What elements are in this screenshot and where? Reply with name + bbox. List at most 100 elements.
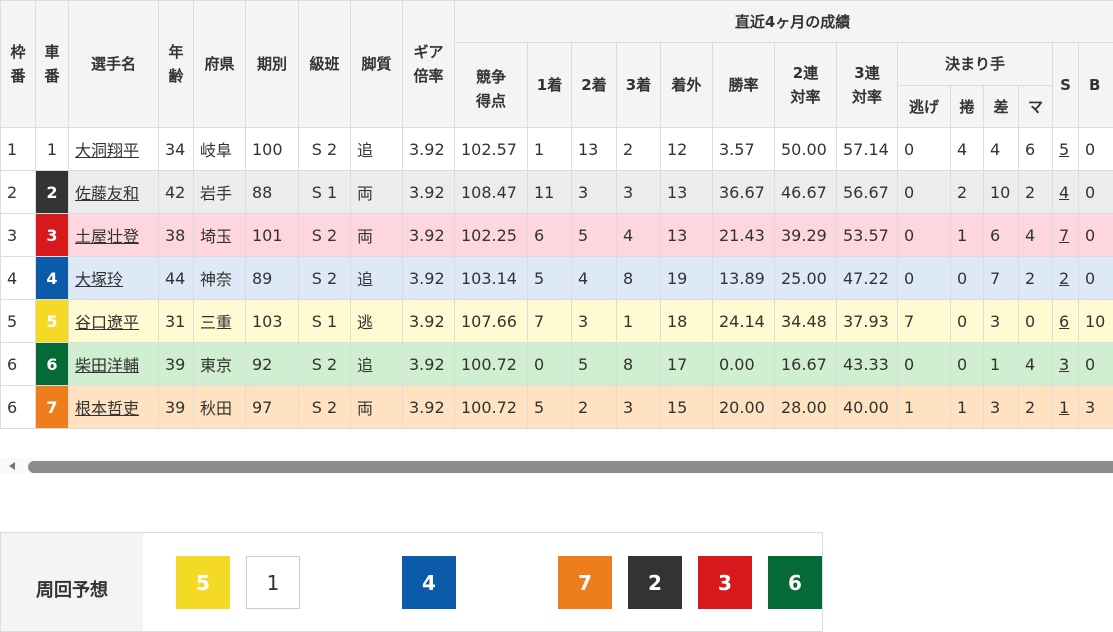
second-cell: 13 xyxy=(572,128,617,171)
class-cell: S 2 xyxy=(299,386,351,429)
s-count-cell: 7 xyxy=(1053,214,1079,257)
trio-cell: 53.57 xyxy=(837,214,898,257)
out-cell: 18 xyxy=(661,300,713,343)
makuri-cell: 4 xyxy=(951,128,984,171)
term-cell: 101 xyxy=(246,214,299,257)
s-count-link[interactable]: 5 xyxy=(1059,140,1069,159)
s-count-link[interactable]: 7 xyxy=(1059,226,1069,245)
rider-name-link[interactable]: 大塚玲 xyxy=(75,270,123,289)
third-cell: 2 xyxy=(617,128,661,171)
prediction-car-5: 5 xyxy=(176,556,230,609)
header-pref: 府県 xyxy=(194,1,246,128)
frame-number: 6 xyxy=(1,386,36,429)
rider-name-link[interactable]: 土屋壮登 xyxy=(75,227,139,246)
mark-cell: 6 xyxy=(1019,128,1053,171)
style-cell: 追 xyxy=(351,128,403,171)
s-count-link[interactable]: 6 xyxy=(1059,312,1069,331)
second-cell: 3 xyxy=(572,171,617,214)
age-cell: 38 xyxy=(159,214,194,257)
header-out: 着外 xyxy=(661,43,713,128)
header-makuri: 捲 xyxy=(951,86,984,128)
class-cell: S 2 xyxy=(299,128,351,171)
s-count-cell: 3 xyxy=(1053,343,1079,386)
first-cell: 5 xyxy=(528,386,572,429)
out-cell: 13 xyxy=(661,171,713,214)
s-count-link[interactable]: 4 xyxy=(1059,183,1069,202)
term-cell: 100 xyxy=(246,128,299,171)
rider-name-link[interactable]: 根本哲吏 xyxy=(75,399,139,418)
score-cell: 107.66 xyxy=(455,300,528,343)
out-cell: 13 xyxy=(661,214,713,257)
header-mark: マ xyxy=(1019,86,1053,128)
class-cell: S 2 xyxy=(299,343,351,386)
trio-cell: 56.67 xyxy=(837,171,898,214)
quinella-cell: 46.67 xyxy=(775,171,837,214)
quinella-cell: 50.00 xyxy=(775,128,837,171)
mark-cell: 4 xyxy=(1019,343,1053,386)
style-cell: 追 xyxy=(351,257,403,300)
out-cell: 12 xyxy=(661,128,713,171)
trio-cell: 47.22 xyxy=(837,257,898,300)
header-score: 競争 得点 xyxy=(455,43,528,128)
score-cell: 102.25 xyxy=(455,214,528,257)
rider-name-link[interactable]: 佐藤友和 xyxy=(75,184,139,203)
prediction-car-6: 6 xyxy=(768,556,822,609)
pref-cell: 東京 xyxy=(194,343,246,386)
pref-cell: 三重 xyxy=(194,300,246,343)
rider-name-cell: 佐藤友和 xyxy=(69,171,159,214)
age-cell: 44 xyxy=(159,257,194,300)
class-cell: S 1 xyxy=(299,300,351,343)
style-cell: 両 xyxy=(351,386,403,429)
header-term: 期別 xyxy=(246,1,299,128)
class-cell: S 2 xyxy=(299,214,351,257)
gear-cell: 3.92 xyxy=(403,386,455,429)
term-cell: 89 xyxy=(246,257,299,300)
gear-cell: 3.92 xyxy=(403,257,455,300)
trio-cell: 37.93 xyxy=(837,300,898,343)
rider-name-link[interactable]: 大洞翔平 xyxy=(75,141,139,160)
quinella-cell: 25.00 xyxy=(775,257,837,300)
s-count-link[interactable]: 1 xyxy=(1059,398,1069,417)
s-count-link[interactable]: 2 xyxy=(1059,269,1069,288)
makuri-cell: 2 xyxy=(951,171,984,214)
term-cell: 92 xyxy=(246,343,299,386)
rider-name-link[interactable]: 谷口遼平 xyxy=(75,313,139,332)
frame-number: 2 xyxy=(1,171,36,214)
header-b: B xyxy=(1079,43,1113,128)
win-cell: 20.00 xyxy=(713,386,775,429)
pref-cell: 秋田 xyxy=(194,386,246,429)
nige-cell: 1 xyxy=(898,386,951,429)
prediction-car-3: 3 xyxy=(698,556,752,609)
win-cell: 0.00 xyxy=(713,343,775,386)
entry-table: 枠 番 車 番 選手名 年 齢 府県 期別 級班 脚質 ギア 倍率 直近4ヶ月の… xyxy=(0,0,1113,429)
horizontal-scrollbar[interactable] xyxy=(0,458,1113,474)
header-sashi: 差 xyxy=(984,86,1019,128)
header-recent: 直近4ヶ月の成績 xyxy=(455,1,1113,43)
s-count-link[interactable]: 3 xyxy=(1059,355,1069,374)
trio-cell: 57.14 xyxy=(837,128,898,171)
pref-cell: 岐阜 xyxy=(194,128,246,171)
mark-cell: 2 xyxy=(1019,171,1053,214)
gear-cell: 3.92 xyxy=(403,214,455,257)
b-cell: 0 xyxy=(1079,257,1113,300)
frame-number: 3 xyxy=(1,214,36,257)
nige-cell: 0 xyxy=(898,214,951,257)
style-cell: 逃 xyxy=(351,300,403,343)
rider-name-link[interactable]: 柴田洋輔 xyxy=(75,356,139,375)
sashi-cell: 4 xyxy=(984,128,1019,171)
b-cell: 0 xyxy=(1079,343,1113,386)
s-count-cell: 4 xyxy=(1053,171,1079,214)
rider-name-cell: 大洞翔平 xyxy=(69,128,159,171)
entry-table-container: 枠 番 車 番 選手名 年 齢 府県 期別 級班 脚質 ギア 倍率 直近4ヶ月の… xyxy=(0,0,1113,430)
header-style: 脚質 xyxy=(351,1,403,128)
scrollbar-thumb[interactable] xyxy=(28,461,1113,473)
win-cell: 13.89 xyxy=(713,257,775,300)
class-cell: S 2 xyxy=(299,257,351,300)
mark-cell: 4 xyxy=(1019,214,1053,257)
style-cell: 追 xyxy=(351,343,403,386)
scroll-left-arrow-icon[interactable] xyxy=(9,462,15,470)
